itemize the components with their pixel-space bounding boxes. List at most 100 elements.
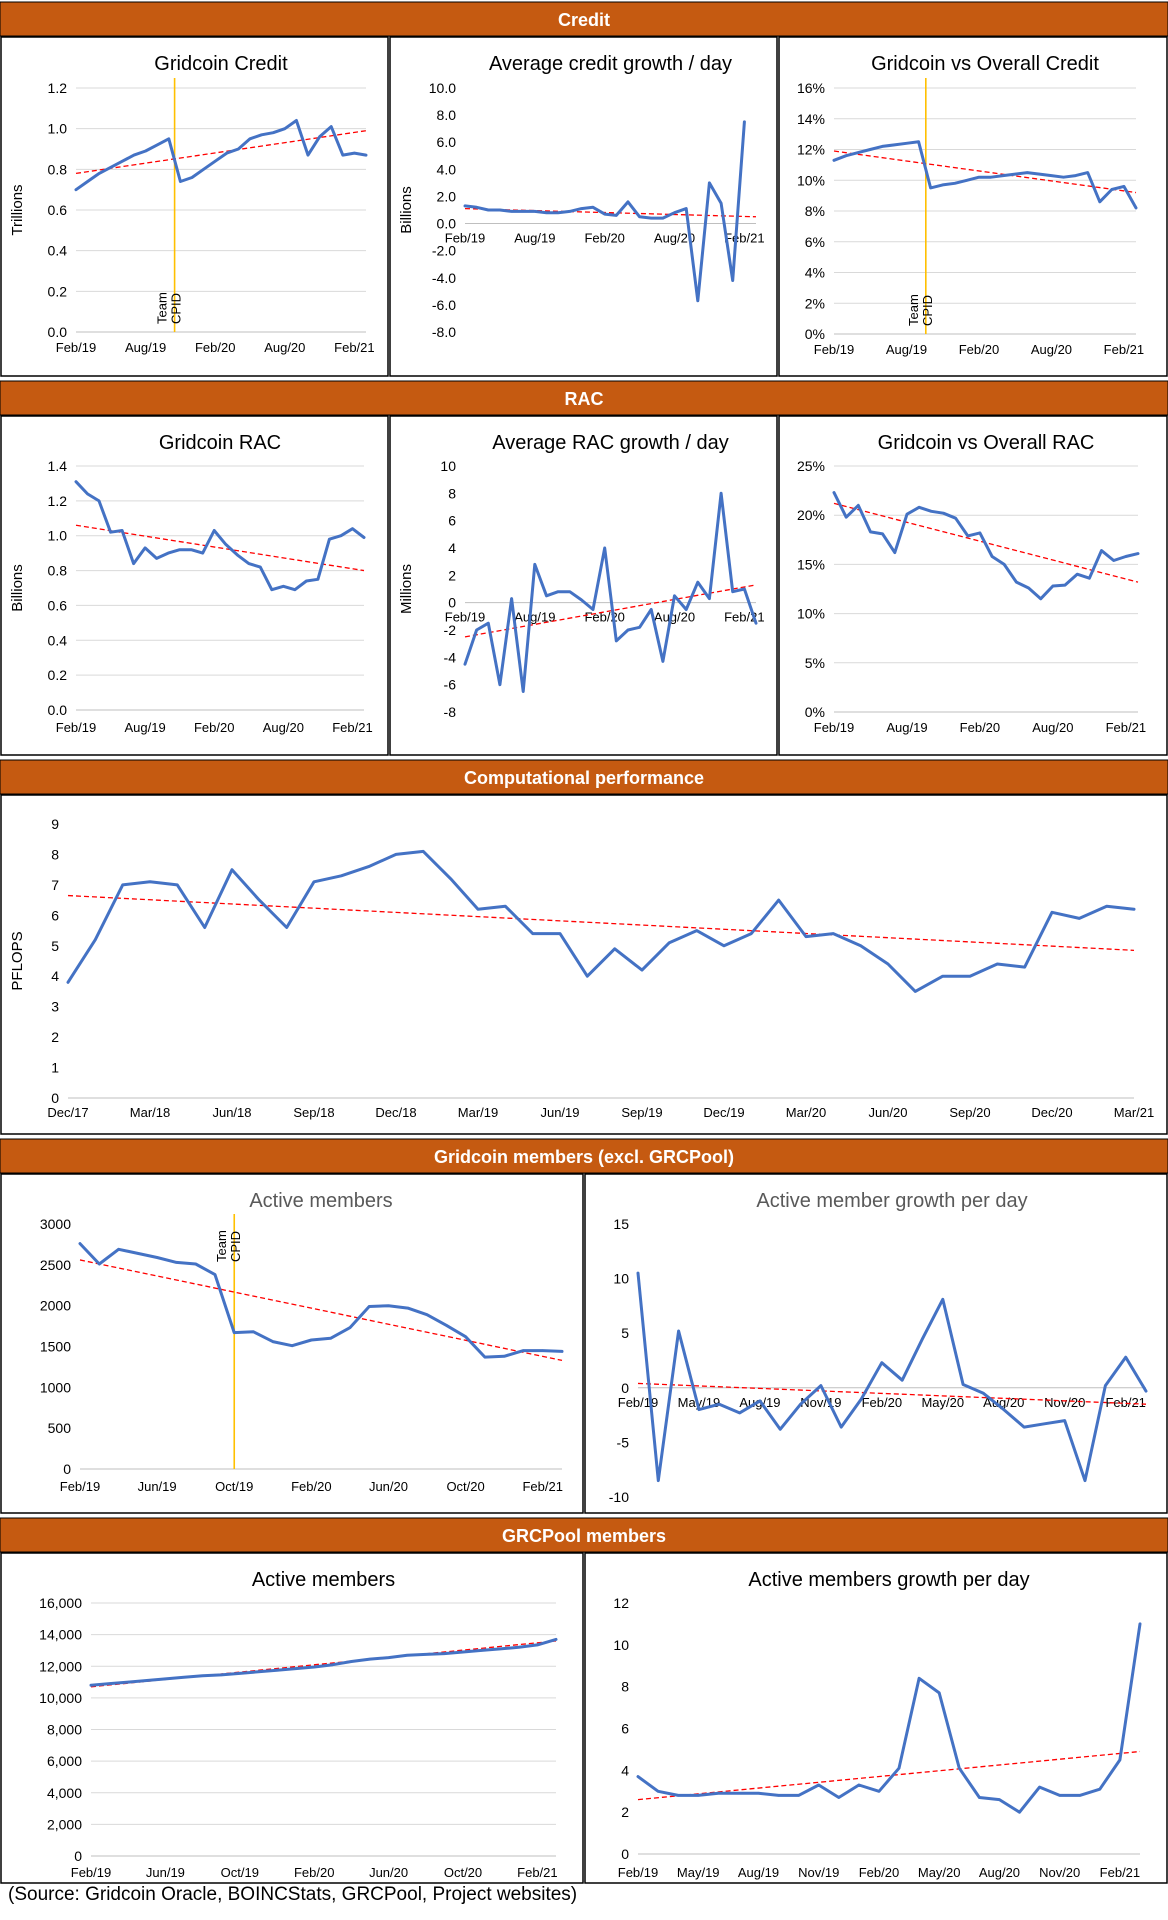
data-point xyxy=(1122,185,1126,188)
data-point xyxy=(677,1329,680,1333)
y-tick-label: 8,000 xyxy=(47,1722,82,1738)
y-tick-label: 5 xyxy=(621,1325,629,1341)
data-point xyxy=(225,151,228,155)
data-point xyxy=(362,536,366,539)
data-point xyxy=(961,1383,965,1386)
x-tick-label: Feb/19 xyxy=(618,1395,658,1410)
x-tick-label: Feb/19 xyxy=(60,1479,100,1494)
y-tick-label: 2000 xyxy=(40,1298,71,1314)
y-tick-label: -4.0 xyxy=(432,270,456,286)
data-point xyxy=(230,868,234,871)
x-tick-label: Aug/19 xyxy=(125,720,166,735)
y-tick-label: 7 xyxy=(51,877,59,893)
data-point xyxy=(1038,1785,1041,1789)
y-tick-label: 0% xyxy=(805,326,825,342)
data-point xyxy=(1104,1384,1107,1387)
x-tick-label: Aug/19 xyxy=(514,610,555,625)
data-point xyxy=(109,531,112,534)
data-point xyxy=(233,1331,236,1334)
data-point xyxy=(731,590,734,593)
data-point xyxy=(893,551,896,554)
y-tick-label: 12 xyxy=(613,1595,629,1611)
data-point xyxy=(502,1355,506,1358)
data-point xyxy=(731,279,734,282)
data-point xyxy=(348,1326,352,1329)
data-point xyxy=(213,1273,217,1276)
x-tick-label: Aug/20 xyxy=(264,340,305,355)
data-point xyxy=(238,1672,241,1675)
data-point xyxy=(312,880,316,884)
data-point xyxy=(832,932,835,935)
data-point xyxy=(844,515,848,519)
section-header-credit: Credit xyxy=(0,1,1168,37)
data-point xyxy=(257,1670,260,1673)
data-point xyxy=(722,944,726,947)
y-tick-label: 4 xyxy=(448,540,456,556)
y-tick-label: 5% xyxy=(805,655,825,671)
data-point xyxy=(777,1794,780,1797)
data-point xyxy=(930,510,933,513)
data-point xyxy=(1074,174,1077,177)
data-point xyxy=(498,208,502,212)
data-point xyxy=(1088,576,1091,580)
data-point xyxy=(97,499,101,503)
data-point xyxy=(881,532,884,536)
x-tick-label: Dec/20 xyxy=(1031,1105,1072,1120)
y-tick-label: 6 xyxy=(448,513,456,529)
y-tick-label: 1 xyxy=(51,1060,59,1076)
data-point xyxy=(203,926,206,929)
data-point xyxy=(684,608,688,611)
data-point xyxy=(626,628,630,632)
chart-title: Gridcoin vs Overall RAC xyxy=(878,432,1095,454)
data-point xyxy=(779,1428,782,1431)
section-title-rac: RAC xyxy=(565,389,604,409)
data-point xyxy=(905,513,909,516)
y-tick-label: 8 xyxy=(51,846,59,862)
data-point xyxy=(155,1256,159,1259)
data-point xyxy=(982,1392,985,1395)
data-point xyxy=(74,480,78,483)
trend-line xyxy=(833,150,1137,194)
data-point xyxy=(1063,583,1067,587)
data-point xyxy=(310,1338,313,1342)
x-tick-label: Dec/19 xyxy=(703,1105,744,1120)
chart-panel xyxy=(0,1173,584,1514)
data-point xyxy=(1027,586,1030,590)
x-tick-label: Feb/21 xyxy=(724,610,764,625)
data-point xyxy=(220,1673,223,1677)
data-point xyxy=(554,1638,558,1641)
data-point xyxy=(603,546,606,550)
y-tick-label: 1.4 xyxy=(48,458,68,474)
data-point xyxy=(487,621,490,625)
data-point xyxy=(738,1411,741,1415)
chart-title: Active members xyxy=(249,1190,392,1212)
data-point xyxy=(367,865,370,868)
data-point xyxy=(1050,911,1054,914)
data-point xyxy=(1026,171,1029,174)
data-point xyxy=(1078,917,1081,920)
data-point xyxy=(283,127,286,130)
data-point xyxy=(917,1677,921,1680)
y-tick-label: 9 xyxy=(51,816,59,832)
y-tick-label: -2 xyxy=(444,622,457,638)
chart-title: Average credit growth / day xyxy=(489,53,732,75)
y-tick-label: 0% xyxy=(805,704,825,720)
x-tick-label: Feb/19 xyxy=(71,1865,111,1880)
data-point xyxy=(316,578,320,581)
x-tick-label: Feb/20 xyxy=(859,1865,899,1880)
x-tick-label: Feb/20 xyxy=(294,1865,334,1880)
y-tick-label: 500 xyxy=(48,1420,72,1436)
data-point xyxy=(673,211,676,214)
section-title-grcpool: GRCPool members xyxy=(502,1526,666,1546)
data-point xyxy=(1001,174,1005,177)
y-tick-label: 4.0 xyxy=(437,161,457,177)
x-tick-label: Oct/19 xyxy=(215,1479,253,1494)
data-point xyxy=(966,534,969,538)
y-tick-label: -2.0 xyxy=(432,243,456,259)
data-point xyxy=(717,1792,720,1795)
data-point xyxy=(166,551,170,555)
data-point xyxy=(1124,1356,1127,1359)
data-point xyxy=(914,990,917,993)
data-point xyxy=(194,1262,197,1266)
chart-active-members: Active members 0 500 1000 1500 2000 2500 3000 Fe… xyxy=(0,1173,584,1514)
